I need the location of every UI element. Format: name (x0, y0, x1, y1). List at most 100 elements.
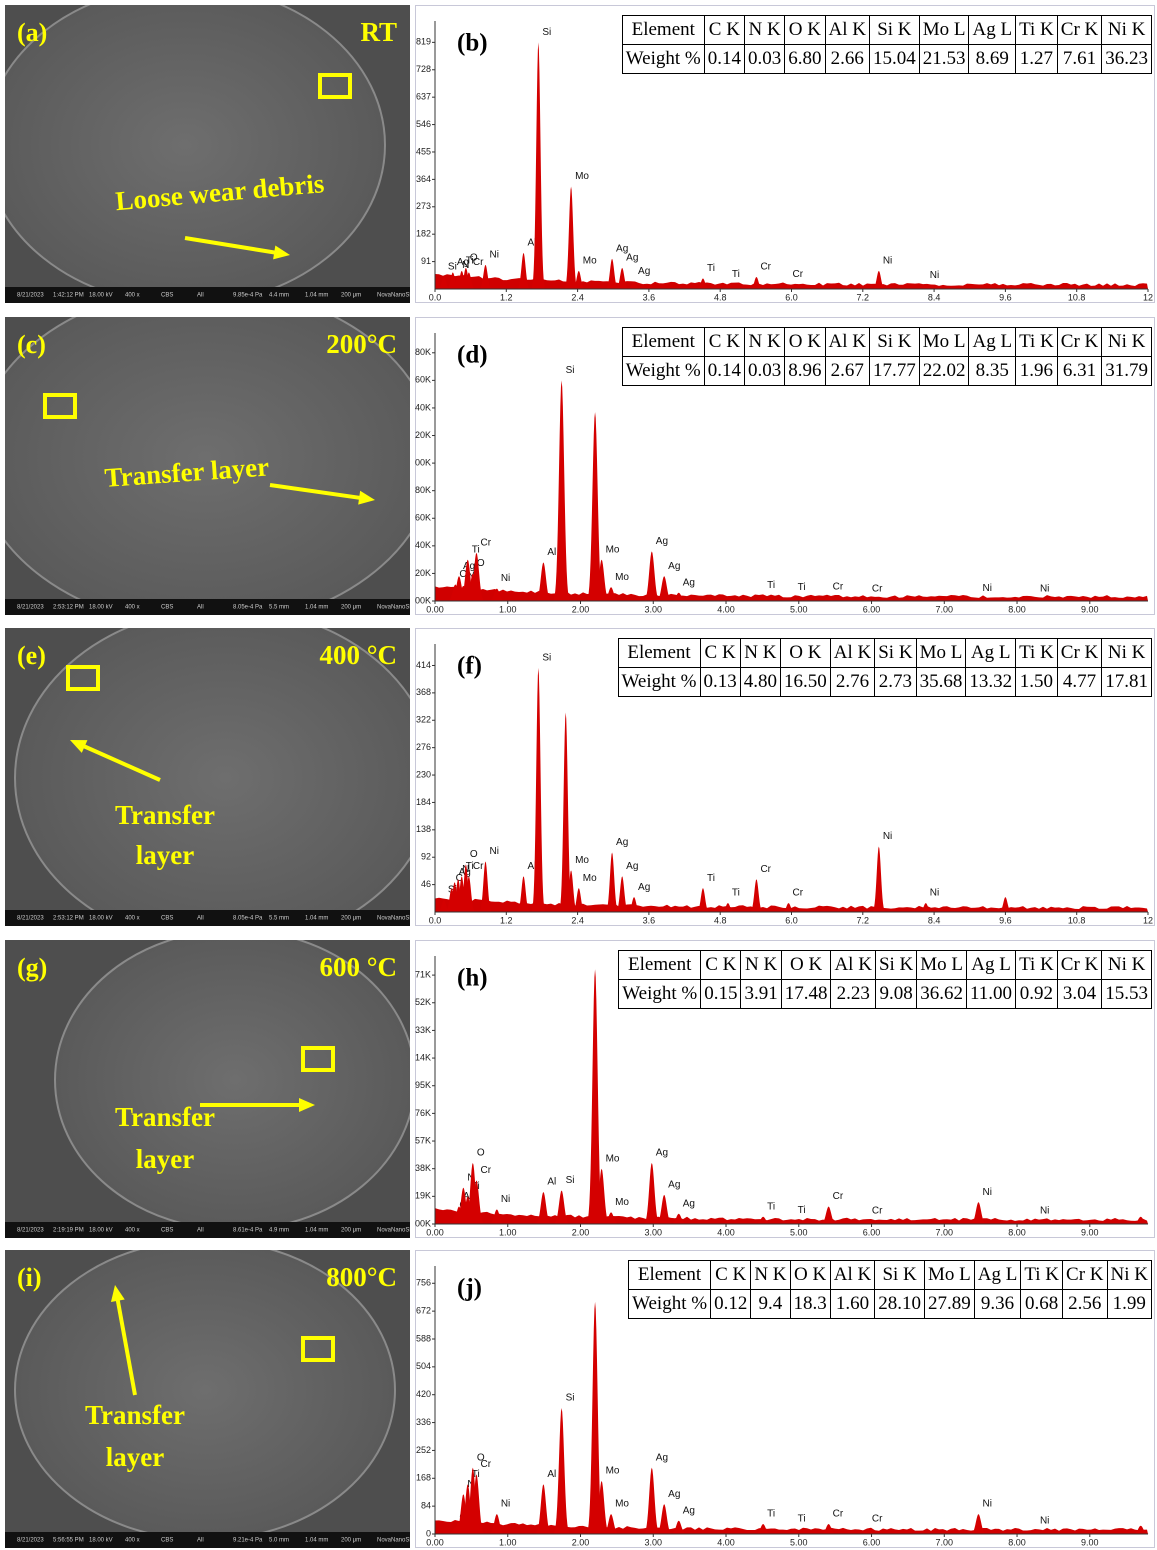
table-cell: Cr K (1057, 328, 1101, 357)
y-tick-label: 414 (416, 660, 431, 670)
x-tick-label: 10.8 (1068, 915, 1086, 925)
info-text: 2:53:12 PM (53, 605, 84, 611)
x-tick-label: 0.00 (426, 604, 444, 614)
peak-label: Al (547, 1469, 556, 1480)
peak-label: Cr (480, 537, 491, 548)
temperature: RT (360, 17, 397, 47)
table-cell: 18.3 (790, 1290, 830, 1319)
x-tick-label: 7.2 (857, 915, 870, 925)
x-tick-label: 9.00 (1081, 1537, 1099, 1547)
table-cell: 2.67 (825, 357, 869, 386)
y-tick-label: 322 (416, 715, 431, 725)
x-tick-label: 1.2 (500, 292, 513, 302)
info-text: 9.85e-4 Pa (233, 293, 263, 299)
info-text: 1.04 mm (305, 916, 328, 922)
table-cell: 6.31 (1057, 357, 1101, 386)
table-cell: Ni K (1102, 639, 1152, 668)
info-text: 200 μm (341, 1538, 361, 1544)
peak-label: Cr (872, 1514, 883, 1525)
panel-label: (e) (17, 641, 46, 670)
table-cell: 0.03 (745, 357, 785, 386)
table-cell: 22.02 (919, 357, 969, 386)
table-cell: 27.89 (925, 1290, 975, 1319)
y-tick-label: 0.60K (415, 513, 431, 523)
table-cell: Si K (875, 1261, 925, 1290)
info-text: 4.4 mm (269, 293, 289, 299)
y-tick-label: 819 (416, 37, 431, 47)
table-cell: 8.69 (969, 45, 1016, 74)
table-cell: Ag L (967, 951, 1016, 980)
x-tick-label: 2.00 (572, 1537, 590, 1547)
y-tick-label: 756 (416, 1278, 431, 1288)
table-cell: C K (704, 328, 744, 357)
peak-label: Ag (656, 536, 668, 547)
table-cell: 0.12 (711, 1290, 751, 1319)
peak-label: Ni (930, 270, 939, 281)
y-tick-label: 184 (416, 797, 431, 807)
peak-label: Mo (606, 1466, 620, 1477)
annotation: Transfer (85, 1400, 185, 1430)
y-tick-label: 92 (421, 852, 431, 862)
x-tick-label: 9.00 (1081, 1227, 1099, 1237)
x-tick-label: 4.00 (717, 604, 735, 614)
peak-label: Cr (833, 1191, 844, 1202)
table-cell: Weight % (619, 980, 701, 1009)
y-tick-label: 182 (416, 229, 431, 239)
wear-scar (15, 1250, 395, 1540)
info-text: All (197, 1538, 204, 1544)
peak-label: Ti (798, 582, 806, 593)
info-text: 8.61e-4 Pa (233, 1228, 263, 1234)
y-tick-label: 0.20K (415, 568, 431, 578)
peak-label: Ti (707, 873, 715, 884)
y-tick-label: 455 (416, 146, 431, 156)
table-cell: 2.23 (831, 980, 875, 1009)
peak-label: Ti (732, 269, 740, 280)
info-text: 18.00 kV (89, 293, 113, 299)
x-tick-label: 1.00 (499, 604, 517, 614)
table-cell: Mo L (917, 951, 967, 980)
panel-label: (c) (17, 330, 46, 359)
peak-label: Cr (833, 1509, 844, 1520)
peak-label: Ni (982, 1499, 991, 1510)
info-text: 18.00 kV (89, 916, 113, 922)
table-cell: 8.96 (785, 357, 825, 386)
info-text: 400 x (125, 605, 140, 611)
peak-label: Cr (793, 269, 804, 280)
peak-label: Si (566, 365, 575, 376)
y-tick-label: 672 (416, 1306, 431, 1316)
table-cell: Ni K (1102, 328, 1152, 357)
y-tick-label: 252 (416, 1445, 431, 1455)
table-cell: Mo L (919, 328, 969, 357)
y-tick-label: 0.95K (415, 1080, 431, 1090)
peak-label: Ti (707, 263, 715, 274)
x-tick-label: 8.00 (1008, 1227, 1026, 1237)
table-cell: Weight % (618, 668, 700, 697)
peak-label: Ag (626, 861, 638, 872)
peak-label: Ni (883, 831, 892, 842)
table-cell: 0.15 (701, 980, 741, 1009)
panel-label: (h) (457, 965, 488, 992)
table-cell: Cr K (1057, 951, 1101, 980)
table-cell: 1.60 (830, 1290, 874, 1319)
table-row: Weight % 0.14 0.03 8.96 2.67 17.77 22.02 8.35 1.… (622, 357, 1151, 386)
table-cell: 17.81 (1102, 668, 1152, 697)
peak-label: Mo (575, 855, 589, 866)
x-tick-label: 5.00 (790, 1537, 808, 1547)
table-cell: 0.14 (704, 357, 744, 386)
x-tick-label: 12 (1143, 292, 1153, 302)
table-cell: 36.23 (1102, 45, 1152, 74)
y-tick-label: 1.60K (415, 375, 431, 385)
x-tick-label: 6.00 (863, 1537, 881, 1547)
peak-label: Ag (668, 1180, 680, 1191)
peak-label: Si (566, 1175, 575, 1186)
x-tick-label: 6.0 (785, 915, 798, 925)
peak-label: Si (542, 653, 551, 664)
sem-image: 8/21/2023 2:53:12 PM 18.00 kV 400 x CBS All 8.… (5, 628, 410, 926)
y-tick-label: 1.40K (415, 402, 431, 412)
panel-label: (f) (457, 653, 482, 680)
peak-label: Ag (656, 1148, 668, 1159)
info-text: All (197, 293, 204, 299)
y-tick-label: 546 (416, 119, 431, 129)
y-tick-label: 0.38K (415, 1163, 431, 1173)
x-tick-label: 12 (1143, 915, 1153, 925)
